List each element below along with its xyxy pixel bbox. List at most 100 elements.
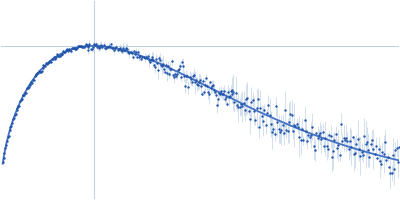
Point	[98, 43, 104, 46]
Point	[277, 130, 283, 133]
Point	[243, 98, 249, 101]
Point	[75, 44, 81, 48]
Point	[38, 69, 45, 72]
Point	[24, 86, 31, 90]
Point	[60, 49, 66, 53]
Point	[340, 136, 347, 139]
Point	[152, 65, 158, 68]
Point	[111, 49, 118, 52]
Point	[119, 49, 125, 53]
Point	[159, 64, 166, 67]
Point	[206, 81, 213, 84]
Point	[26, 85, 32, 89]
Point	[71, 48, 78, 51]
Point	[182, 84, 189, 88]
Point	[126, 51, 133, 55]
Point	[390, 154, 396, 157]
Point	[120, 46, 126, 50]
Point	[34, 71, 40, 75]
Point	[191, 81, 198, 84]
Point	[239, 105, 246, 108]
Point	[366, 156, 373, 159]
Point	[3, 144, 9, 147]
Point	[174, 73, 180, 76]
Point	[343, 137, 349, 140]
Point	[176, 68, 183, 71]
Point	[349, 136, 356, 139]
Point	[335, 143, 342, 146]
Point	[208, 87, 214, 90]
Point	[295, 125, 301, 128]
Point	[305, 134, 312, 137]
Point	[6, 128, 13, 131]
Point	[290, 129, 296, 132]
Point	[228, 90, 234, 93]
Point	[391, 167, 397, 170]
Point	[255, 97, 261, 100]
Point	[4, 139, 10, 142]
Point	[135, 50, 141, 54]
Point	[235, 106, 242, 109]
Point	[316, 134, 322, 137]
Point	[167, 67, 174, 70]
Point	[45, 60, 52, 64]
Point	[78, 44, 85, 48]
Point	[320, 130, 326, 133]
Point	[229, 92, 235, 95]
Point	[128, 51, 135, 55]
Point	[269, 131, 275, 134]
Point	[160, 62, 166, 66]
Point	[314, 136, 321, 139]
Point	[190, 73, 197, 77]
Point	[253, 107, 260, 110]
Point	[377, 160, 383, 163]
Point	[97, 45, 104, 48]
Point	[200, 80, 206, 83]
Point	[303, 130, 309, 133]
Point	[192, 78, 199, 81]
Point	[384, 156, 391, 159]
Point	[339, 139, 346, 142]
Point	[134, 55, 140, 59]
Point	[63, 48, 69, 51]
Point	[204, 90, 211, 94]
Point	[261, 109, 268, 112]
Point	[30, 79, 36, 82]
Point	[52, 56, 58, 60]
Point	[84, 45, 91, 48]
Point	[329, 155, 335, 159]
Point	[73, 47, 80, 50]
Point	[218, 93, 225, 96]
Point	[358, 150, 365, 153]
Point	[11, 116, 17, 119]
Point	[74, 46, 80, 50]
Point	[291, 123, 297, 127]
Point	[244, 96, 251, 100]
Point	[288, 114, 295, 117]
Point	[64, 49, 71, 53]
Point	[322, 137, 328, 140]
Point	[214, 104, 220, 107]
Point	[218, 90, 224, 93]
Point	[186, 76, 193, 79]
Point	[246, 109, 252, 113]
Point	[140, 56, 147, 59]
Point	[40, 63, 46, 66]
Point	[0, 160, 6, 164]
Point	[256, 125, 262, 129]
Point	[39, 66, 46, 69]
Point	[257, 107, 264, 110]
Point	[33, 74, 40, 77]
Point	[361, 134, 368, 138]
Point	[187, 77, 194, 81]
Point	[232, 91, 239, 94]
Point	[84, 44, 90, 47]
Point	[157, 59, 164, 62]
Point	[139, 55, 146, 58]
Point	[35, 71, 41, 75]
Point	[221, 90, 227, 93]
Point	[49, 57, 55, 61]
Point	[189, 75, 196, 78]
Point	[198, 92, 205, 95]
Point	[136, 55, 142, 58]
